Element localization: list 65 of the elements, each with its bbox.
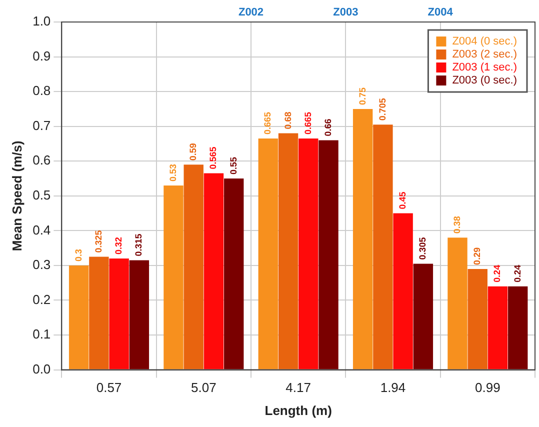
- y-tick-label: 0.4: [32, 222, 51, 238]
- bar: [89, 256, 109, 370]
- data-label: 0.665: [302, 112, 313, 135]
- bar: [109, 258, 129, 370]
- y-tick-label: 0.0: [32, 361, 51, 376]
- legend-label: Z003 (1 sec.): [452, 62, 518, 74]
- y-tick-label: 0.2: [32, 292, 51, 307]
- y-tick-label: 0.8: [32, 83, 51, 98]
- data-label: 0.59: [188, 143, 198, 161]
- text: Z004: [428, 6, 454, 19]
- bar: [488, 286, 508, 370]
- data-label: 0.705: [377, 98, 388, 121]
- x-tick-label: 0.57: [96, 380, 122, 396]
- bar: [352, 108, 373, 370]
- x-tick-label: 5.07: [191, 380, 216, 396]
- y-tick-label: 0.6: [32, 152, 51, 168]
- legend-label: Z004 (0 sec.): [452, 36, 518, 48]
- bar: [373, 124, 393, 370]
- bar: [448, 238, 468, 370]
- bar: [258, 138, 278, 370]
- y-tick-label: 0.5: [32, 187, 51, 202]
- bar: [318, 140, 338, 370]
- x-axis-title: Length (m): [264, 402, 332, 418]
- data-label: 0.325: [93, 230, 104, 253]
- y-axis-title: Mean Speed (m/s): [9, 140, 24, 252]
- legend-label: Z003 (0 sec.): [452, 74, 518, 87]
- data-label: 0.53: [168, 164, 178, 182]
- y-tick-label: 0.1: [32, 326, 51, 342]
- data-label: 0.665: [262, 112, 273, 135]
- data-label: 0.32: [114, 236, 124, 255]
- data-label: 0.24: [492, 264, 502, 282]
- y-tick-label: 0.9: [32, 48, 51, 64]
- bar: [184, 164, 204, 370]
- x-tick-label: 1.94: [380, 380, 406, 396]
- text: Z003: [333, 6, 358, 19]
- bar: [413, 264, 434, 370]
- bar: [508, 286, 528, 370]
- data-label: 0.315: [134, 234, 144, 256]
- data-label: 0.75: [357, 87, 368, 105]
- bar: [393, 213, 413, 370]
- bar: [129, 260, 150, 370]
- bar: [298, 138, 318, 370]
- data-label: 0.66: [322, 118, 333, 136]
- data-label: 0.38: [452, 216, 462, 234]
- data-label: 0.29: [472, 247, 482, 265]
- data-label: 0.68: [282, 112, 293, 130]
- legend-label: Z003 (2 sec.): [452, 48, 518, 61]
- data-label: 0.24: [512, 264, 522, 282]
- text: Z002: [238, 6, 264, 19]
- data-label: 0.565: [208, 146, 218, 170]
- bar: [224, 178, 244, 370]
- bar: [278, 133, 298, 370]
- y-tick-label: 0.3: [32, 257, 51, 272]
- x-tick-label: 0.99: [475, 380, 500, 396]
- data-label: 0.305: [418, 237, 428, 260]
- bar: [68, 265, 89, 370]
- y-tick-label: 0.7: [32, 118, 51, 133]
- data-label: 0.45: [398, 192, 408, 210]
- data-label: 0.3: [73, 248, 84, 262]
- y-tick-label: 1.0: [32, 14, 51, 29]
- bar: [204, 173, 224, 370]
- x-tick-label: 4.17: [286, 380, 311, 396]
- bar: [164, 185, 184, 370]
- data-label: 0.55: [228, 156, 238, 175]
- bar: [468, 268, 488, 370]
